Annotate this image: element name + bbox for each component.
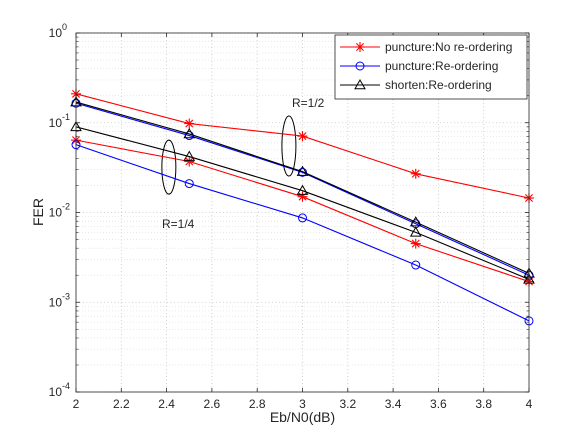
y-tick-mantissa: 10	[49, 26, 63, 40]
legend-label: shorten:Re-ordering	[385, 78, 492, 92]
y-tick-mantissa: 10	[49, 295, 63, 309]
asterisk-marker	[355, 42, 365, 52]
annotation-label: R=1/4	[162, 217, 195, 231]
asterisk-marker	[297, 191, 308, 202]
y-tick-label: 10 -4	[49, 381, 70, 399]
x-tick-label: 2.8	[249, 397, 266, 411]
legend-box	[334, 34, 528, 100]
series-line	[75, 101, 530, 274]
triangle-marker	[409, 216, 422, 227]
x-axis-label: Eb/N0(dB)	[270, 409, 335, 425]
x-tick-label: 3	[299, 397, 306, 411]
y-tick-exponent: -3	[62, 291, 70, 301]
triangle-marker	[296, 165, 309, 176]
y-tick-label: 10 -3	[49, 291, 70, 309]
legend-entry: puncture:Re-ordering	[340, 59, 498, 73]
circle-marker	[184, 179, 194, 189]
x-tick-label: 2	[73, 397, 80, 411]
legend-entry: shorten:Re-ordering	[340, 78, 492, 92]
x-tick-label: 2.2	[113, 397, 130, 411]
y-tick-exponent: 0	[62, 22, 67, 32]
x-tick-label: 3.4	[385, 397, 402, 411]
group-ellipse	[161, 139, 177, 195]
asterisk-marker	[410, 168, 421, 179]
asterisk-marker	[184, 118, 195, 129]
triangle-marker	[354, 78, 366, 90]
triangle-marker	[409, 226, 422, 237]
y-tick-exponent: -2	[62, 202, 70, 212]
series-line	[75, 102, 530, 276]
triangle-marker	[296, 184, 309, 195]
circle-marker	[411, 260, 421, 270]
y-tick-mantissa: 10	[49, 206, 63, 220]
y-axis-label: FER	[30, 198, 46, 226]
series-line	[75, 144, 530, 322]
annotation-label: R=1/2	[292, 96, 325, 110]
asterisk-marker	[410, 238, 421, 249]
y-tick-label: 10 -1	[49, 112, 70, 130]
y-tick-exponent: -1	[62, 112, 70, 122]
circle-marker	[298, 213, 307, 223]
circle-marker	[355, 61, 365, 71]
x-tick-labels: 2 2.2 2.4 2.6 2.8 3 3.2 3.4 3.6 3.8 4	[73, 397, 533, 411]
circle-marker	[298, 167, 307, 177]
y-tick-label: 10 0	[49, 22, 67, 40]
x-tick-label: 3.2	[339, 397, 356, 411]
y-tick-exponent: -4	[62, 381, 70, 391]
y-tick-mantissa: 10	[49, 116, 63, 130]
legend-entry: puncture:No re-ordering	[340, 40, 512, 54]
series-layer	[70, 88, 535, 326]
triangle-marker	[183, 127, 196, 139]
legend: puncture:No re-ordering puncture:Re-order…	[334, 34, 528, 100]
y-tick-mantissa: 10	[49, 385, 63, 399]
tick-marks	[75, 32, 530, 393]
asterisk-marker	[184, 156, 195, 167]
x-tick-label: 3.8	[475, 397, 492, 411]
legend-label: puncture:No re-ordering	[385, 40, 512, 54]
x-tick-label: 3.6	[430, 397, 447, 411]
x-tick-label: 4	[526, 397, 533, 411]
triangle-marker	[183, 150, 196, 161]
annotations: R=1/2 R=1/4	[161, 96, 325, 231]
y-tick-label: 10 -2	[49, 202, 70, 220]
x-tick-label: 2.6	[204, 397, 221, 411]
asterisk-marker	[297, 131, 308, 142]
x-tick-label: 2.4	[158, 397, 175, 411]
group-ellipse	[281, 115, 297, 177]
legend-label: puncture:Re-ordering	[385, 59, 498, 73]
series-line	[75, 126, 530, 280]
